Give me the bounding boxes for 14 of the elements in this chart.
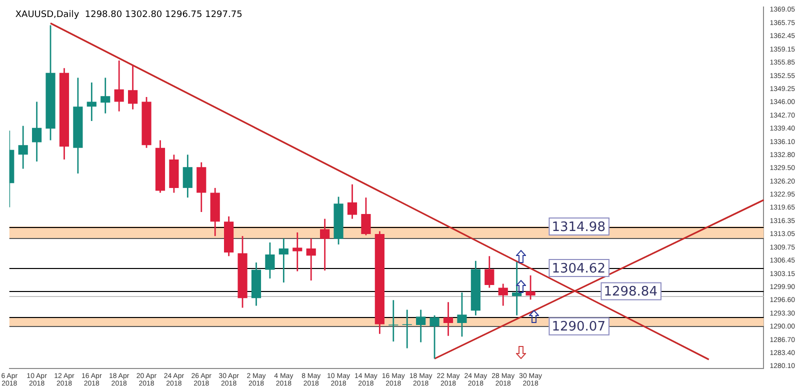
candlestick — [86, 82, 96, 122]
ref-line-label: 1304.62 — [552, 261, 606, 276]
ref-line-label: 1314.98 — [552, 220, 606, 235]
candlestick — [278, 238, 288, 283]
chart-title: XAUUSD,Daily 1298.80 1302.80 1296.75 1297.75 — [15, 10, 242, 20]
candlestick — [443, 302, 454, 336]
candlestick — [292, 232, 302, 272]
candlestick — [512, 262, 522, 316]
ref-line-label: 1290.07 — [552, 320, 606, 335]
candlestick — [402, 310, 412, 348]
ref-line-label: 1298.84 — [604, 284, 658, 300]
candlestick — [306, 238, 316, 281]
candlestick — [388, 300, 398, 342]
candlestick — [100, 78, 110, 114]
